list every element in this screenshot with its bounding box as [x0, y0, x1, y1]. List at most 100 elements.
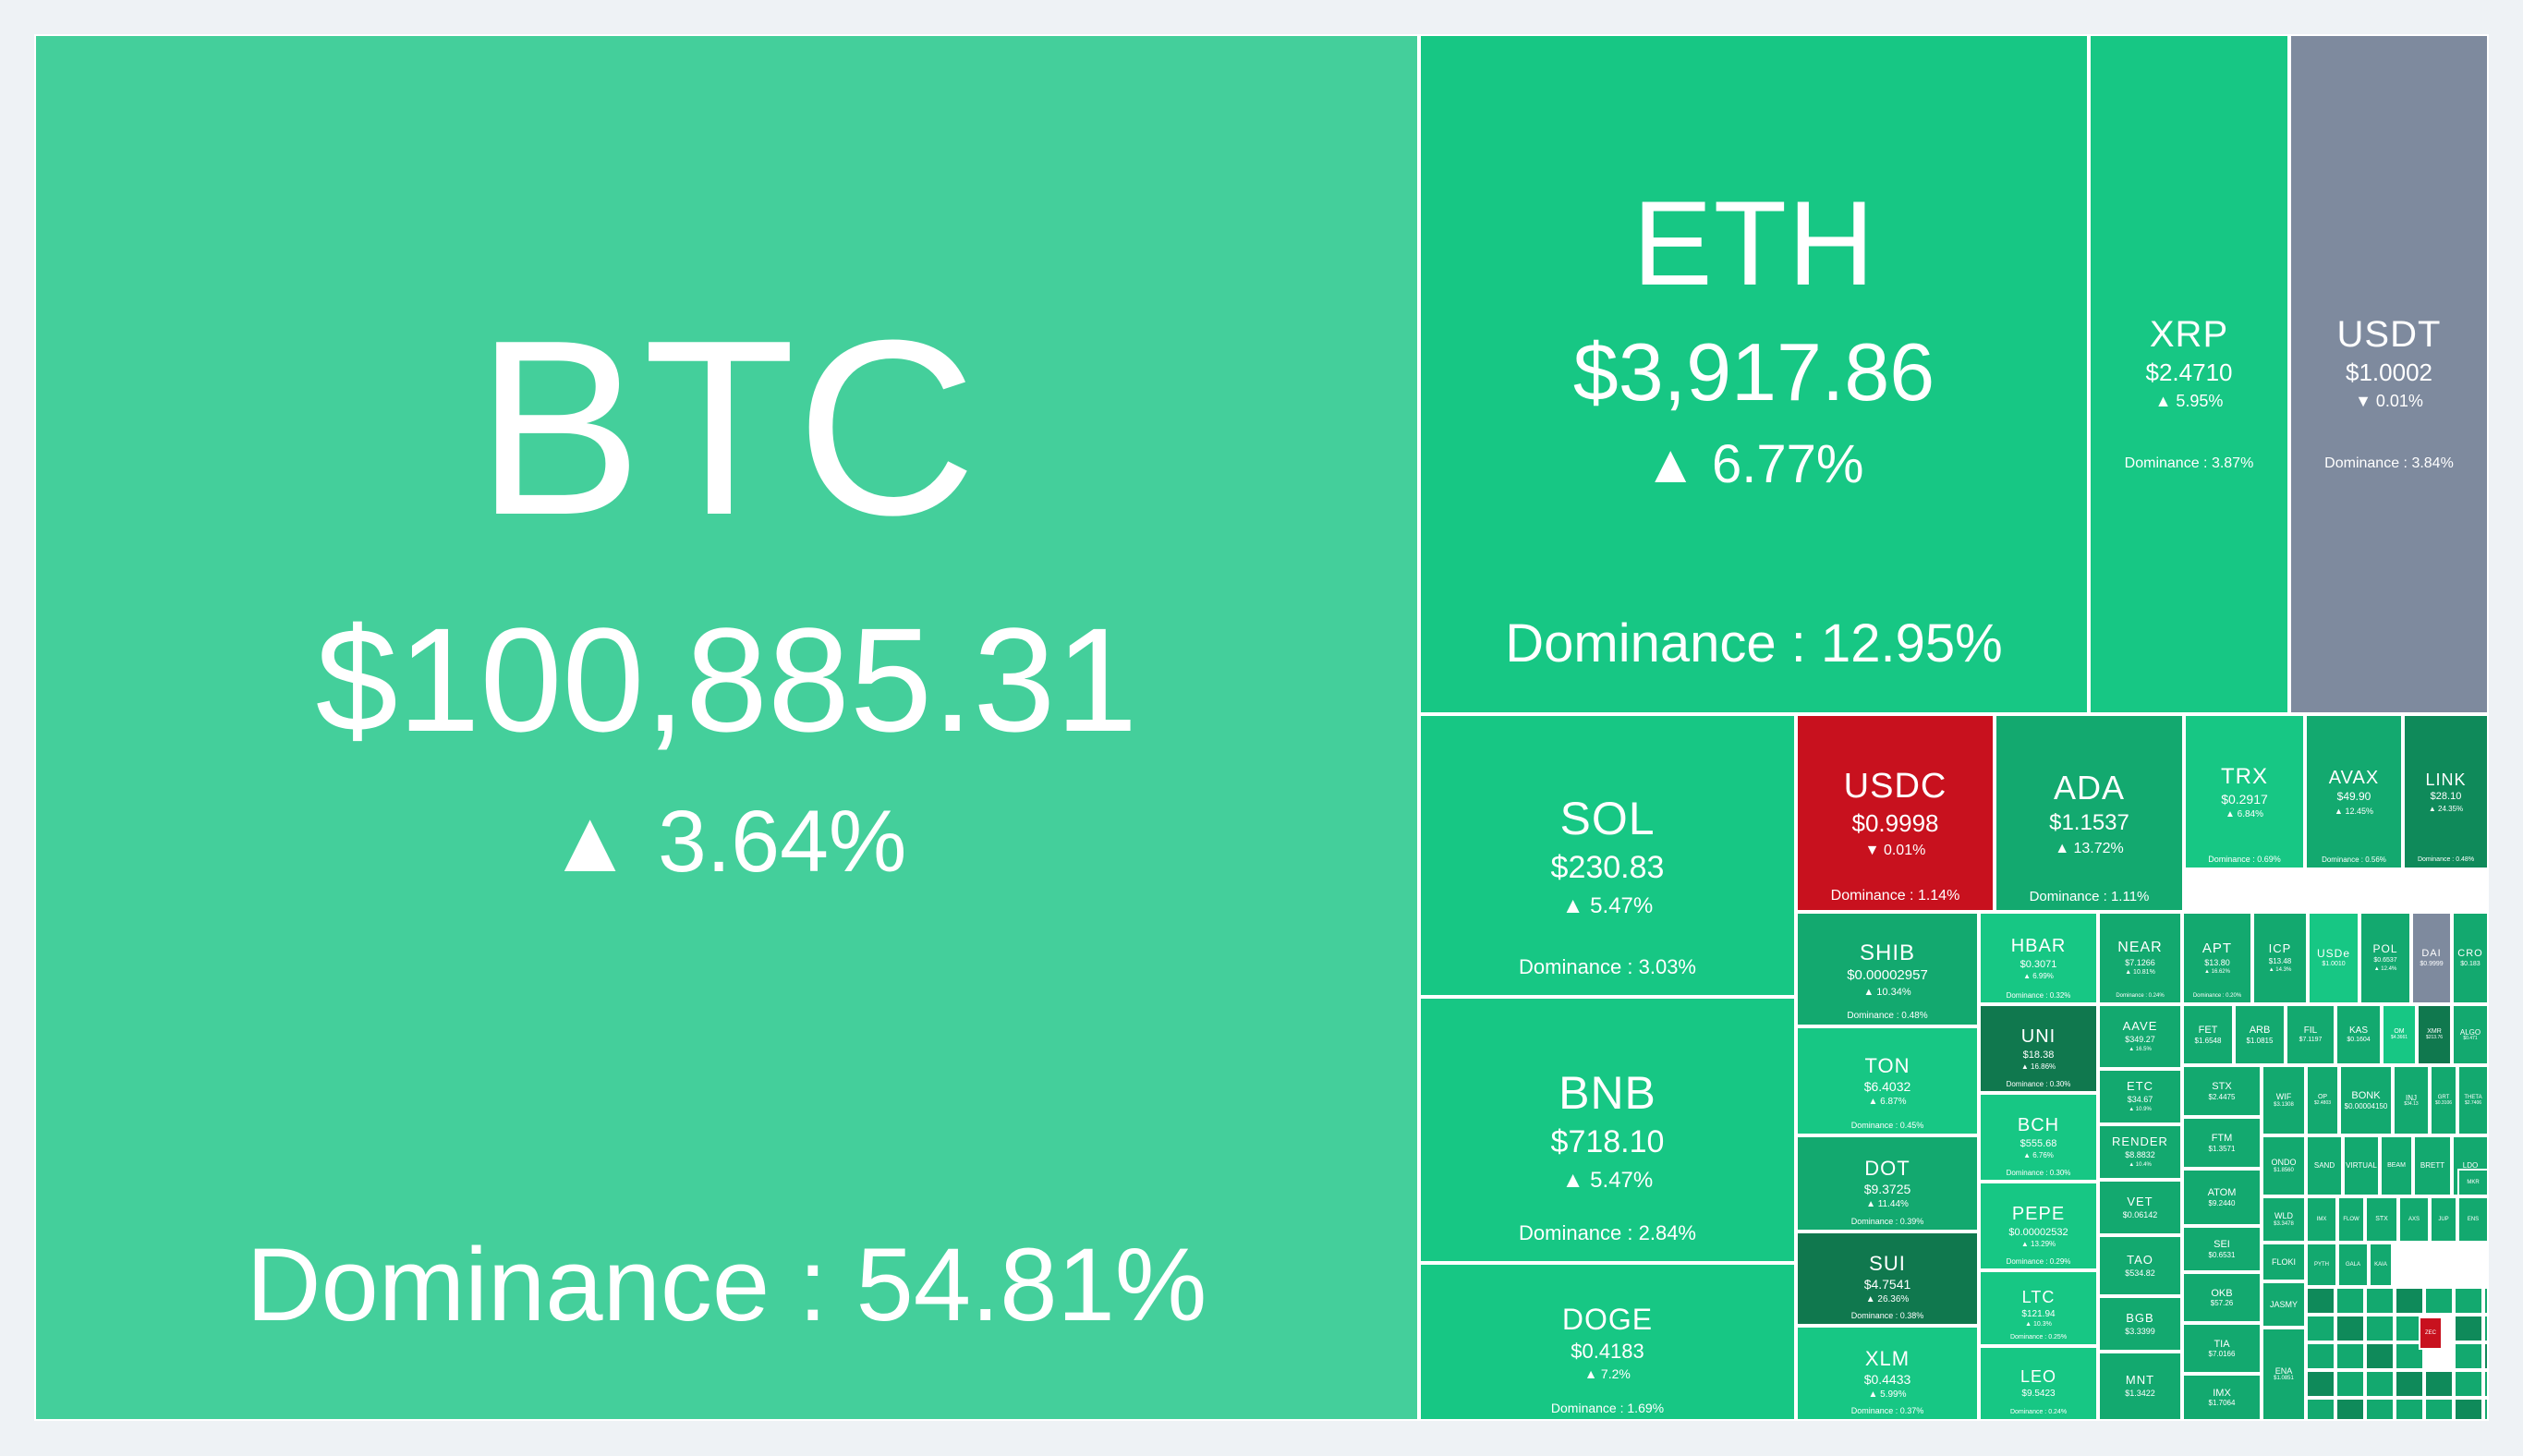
coin-tile-theta[interactable]: THETA $2.7406	[2457, 1065, 2489, 1135]
coin-tile-cro[interactable]: CRO $0.183	[2452, 912, 2489, 1004]
coin-tile-stx[interactable]: STX	[2365, 1196, 2398, 1243]
coin-tile-atom[interactable]: ATOM $9.2440	[2182, 1169, 2262, 1226]
coin-price: $13.80	[2204, 957, 2230, 967]
coin-tile-ens[interactable]: ENS	[2457, 1196, 2489, 1243]
coin-tile-beam[interactable]: BEAM	[2380, 1135, 2413, 1196]
coin-tile-fil[interactable]: FIL $7.1197	[2286, 1004, 2335, 1065]
coin-tile-btc[interactable]: BTC $100,885.31 ▲ 3.64% Dominance : 54.81%	[34, 34, 1419, 1421]
coin-tile-inj[interactable]: INJ $34.13	[2393, 1065, 2430, 1135]
coin-price: $7.1266	[2125, 957, 2155, 967]
coin-tile-render[interactable]: RENDER $8.8832 ▲ 10.4%	[2098, 1124, 2182, 1180]
coin-tile-sei[interactable]: SEI $0.6531	[2182, 1226, 2262, 1272]
coin-symbol: SEI	[2214, 1239, 2230, 1251]
coin-symbol: POL	[2372, 942, 2398, 956]
coin-tile-zec[interactable]: ZEC	[2419, 1316, 2443, 1350]
coin-tile-eth[interactable]: ETH $3,917.86 ▲ 6.77% Dominance : 12.95%	[1419, 34, 2089, 714]
coin-tile-dai[interactable]: DAI $0.9999	[2411, 912, 2452, 1004]
coin-tile-xrp[interactable]: XRP $2.4710 ▲ 5.95% Dominance : 3.87%	[2089, 34, 2289, 714]
coin-tile-icp[interactable]: ICP $13.48 ▲ 14.3%	[2252, 912, 2308, 1004]
coin-symbol: SUI	[1869, 1252, 1906, 1276]
coin-tile-bonk[interactable]: BONK $0.00004150	[2339, 1065, 2393, 1135]
coin-symbol: AAVE	[2122, 1019, 2158, 1034]
coin-price: $213.76	[2425, 1035, 2444, 1041]
coin-tile-usdc[interactable]: USDC $0.9998 ▼ 0.01% Dominance : 1.14%	[1796, 714, 1995, 912]
coin-change: ▲ 13.72%	[2055, 840, 2124, 856]
crypto-heatmap: BTC $100,885.31 ▲ 3.64% Dominance : 54.81% E…	[34, 34, 2489, 1421]
coin-tile-usdt[interactable]: USDT $1.0002 ▼ 0.01% Dominance : 3.84%	[2289, 34, 2489, 714]
coin-tile-floki[interactable]: FLOKI	[2262, 1243, 2306, 1281]
coin-tile-hbar[interactable]: HBAR $0.3071 ▲ 6.99% Dominance : 0.32%	[1979, 912, 2098, 1004]
coin-symbol: BCH	[2017, 1114, 2060, 1135]
coin-dominance: Dominance : 0.69%	[2208, 854, 2281, 864]
coin-tile-vet[interactable]: VET $0.06142	[2098, 1180, 2182, 1235]
coin-tile-tia[interactable]: TIA $7.0166	[2182, 1323, 2262, 1374]
coin-tile-grt[interactable]: GRT $0.3106	[2430, 1065, 2457, 1135]
coin-symbol: LDO	[2462, 1161, 2479, 1171]
coin-tile-kaia[interactable]: KAIA	[2369, 1243, 2393, 1287]
coin-tile-ena[interactable]: ENA $1.0851	[2262, 1328, 2306, 1421]
coin-tile-ton[interactable]: TON $6.4032 ▲ 6.87% Dominance : 0.45%	[1796, 1026, 1979, 1135]
coin-tile-pol[interactable]: POL $0.6537 ▲ 12.4%	[2359, 912, 2411, 1004]
coin-tile-fet[interactable]: FET $1.6548	[2182, 1004, 2234, 1065]
coin-tile-arb[interactable]: ARB $1.0815	[2234, 1004, 2286, 1065]
coin-tile-wif[interactable]: WIF $3.1308	[2262, 1065, 2306, 1135]
coin-tile-mnt[interactable]: MNT $1.3422	[2098, 1352, 2182, 1421]
coin-tile-ftm[interactable]: FTM $1.3571	[2182, 1117, 2262, 1169]
coin-tile-gala[interactable]: GALA	[2337, 1243, 2369, 1287]
coin-tile-op[interactable]: OP $2.4803	[2306, 1065, 2339, 1135]
coin-tile-shib[interactable]: SHIB $0.00002957 ▲ 10.34% Dominance : 0.48%	[1796, 912, 1979, 1026]
coin-tile-uni[interactable]: UNI $18.38 ▲ 16.86% Dominance : 0.30%	[1979, 1004, 2098, 1093]
coin-tile-ltc[interactable]: LTC $121.94 ▲ 10.3% Dominance : 0.25%	[1979, 1270, 2098, 1346]
coin-tile-sui[interactable]: SUI $4.7541 ▲ 26.36% Dominance : 0.38%	[1796, 1232, 1979, 1326]
coin-tile-trx[interactable]: TRX $0.2917 ▲ 6.84% Dominance : 0.69%	[2184, 714, 2305, 869]
coin-tile-virtual[interactable]: VIRTUAL	[2343, 1135, 2380, 1196]
coin-tile-dot[interactable]: DOT $9.3725 ▲ 11.44% Dominance : 0.39%	[1796, 1135, 1979, 1232]
coin-tile-link[interactable]: LINK $28.10 ▲ 24.35% Dominance : 0.48%	[2403, 714, 2489, 869]
coin-tile-okb[interactable]: OKB $57.26	[2182, 1272, 2262, 1323]
coin-tile-usde[interactable]: USDe $1.0010	[2308, 912, 2359, 1004]
coin-symbol: FTM	[2211, 1133, 2233, 1145]
coin-tile-sol[interactable]: SOL $230.83 ▲ 5.47% Dominance : 3.03%	[1419, 714, 1796, 997]
coin-price: $1.1537	[2049, 810, 2129, 836]
filler-tile	[2395, 1287, 2424, 1315]
coin-tile-bgb[interactable]: BGB $3.3399	[2098, 1296, 2182, 1352]
coin-tile-kas[interactable]: KAS $0.1604	[2335, 1004, 2382, 1065]
coin-tile-avax[interactable]: AVAX $49.90 ▲ 12.45% Dominance : 0.56%	[2305, 714, 2403, 869]
coin-tile-bch[interactable]: BCH $555.68 ▲ 6.76% Dominance : 0.30%	[1979, 1093, 2098, 1182]
coin-tile-near[interactable]: NEAR $7.1266 ▲ 10.81% Dominance : 0.24%	[2098, 912, 2182, 1004]
coin-tile-pyth[interactable]: PYTH	[2306, 1243, 2337, 1287]
coin-tile-jup[interactable]: JUP	[2430, 1196, 2457, 1243]
coin-tile-apt[interactable]: APT $13.80 ▲ 16.62% Dominance : 0.20%	[2182, 912, 2252, 1004]
coin-tile-ondo[interactable]: ONDO $1.8560	[2262, 1135, 2306, 1196]
coin-tile-mkr[interactable]: MKR	[2457, 1169, 2489, 1196]
coin-tile-aave[interactable]: AAVE $349.27 ▲ 16.5%	[2098, 1004, 2182, 1069]
coin-tile-leo[interactable]: LEO $9.5423 Dominance : 0.24%	[1979, 1346, 2098, 1421]
coin-tile-xlm[interactable]: XLM $0.4433 ▲ 5.99% Dominance : 0.37%	[1796, 1326, 1979, 1421]
coin-tile-sand[interactable]: SAND	[2306, 1135, 2343, 1196]
coin-tile-jasmy[interactable]: JASMY	[2262, 1281, 2306, 1328]
coin-tile-pepe[interactable]: PEPE $0.00002532 ▲ 13.29% Dominance : 0.29%	[1979, 1182, 2098, 1270]
coin-tile-doge[interactable]: DOGE $0.4183 ▲ 7.2% Dominance : 1.69%	[1419, 1263, 1796, 1421]
coin-tile-algo[interactable]: ALGO $0.471	[2452, 1004, 2489, 1065]
coin-tile-imx[interactable]: IMX	[2306, 1196, 2337, 1243]
coin-change: ▲ 5.47%	[1561, 1167, 1654, 1193]
coin-tile-axs[interactable]: AXS	[2398, 1196, 2430, 1243]
coin-price: $13.48	[2268, 956, 2292, 965]
coin-tile-imx[interactable]: IMX $1.7064	[2182, 1374, 2262, 1421]
coin-price: $34.13	[2404, 1100, 2419, 1107]
coin-symbol: GRT	[2437, 1094, 2450, 1100]
coin-tile-xmr[interactable]: XMR $213.76	[2417, 1004, 2452, 1065]
coin-price: $2.4710	[2145, 358, 2233, 386]
coin-tile-etc[interactable]: ETC $34.67 ▲ 10.9%	[2098, 1069, 2182, 1124]
coin-tile-ada[interactable]: ADA $1.1537 ▲ 13.72% Dominance : 1.11%	[1995, 714, 2184, 912]
coin-tile-stx[interactable]: STX $2.4475	[2182, 1065, 2262, 1117]
coin-tile-bnb[interactable]: BNB $718.10 ▲ 5.47% Dominance : 2.84%	[1419, 997, 1796, 1263]
coin-tile-tao[interactable]: TAO $534.82	[2098, 1235, 2182, 1296]
filler-tile	[2483, 1287, 2489, 1315]
filler-tile	[2483, 1342, 2489, 1370]
coin-tile-om[interactable]: OM $4.3661	[2382, 1004, 2417, 1065]
coin-tile-brett[interactable]: BRETT	[2413, 1135, 2452, 1196]
filler-tile	[2335, 1398, 2365, 1421]
coin-tile-flow[interactable]: FLOW	[2337, 1196, 2365, 1243]
coin-tile-wld[interactable]: WLD $3.3478	[2262, 1196, 2306, 1243]
